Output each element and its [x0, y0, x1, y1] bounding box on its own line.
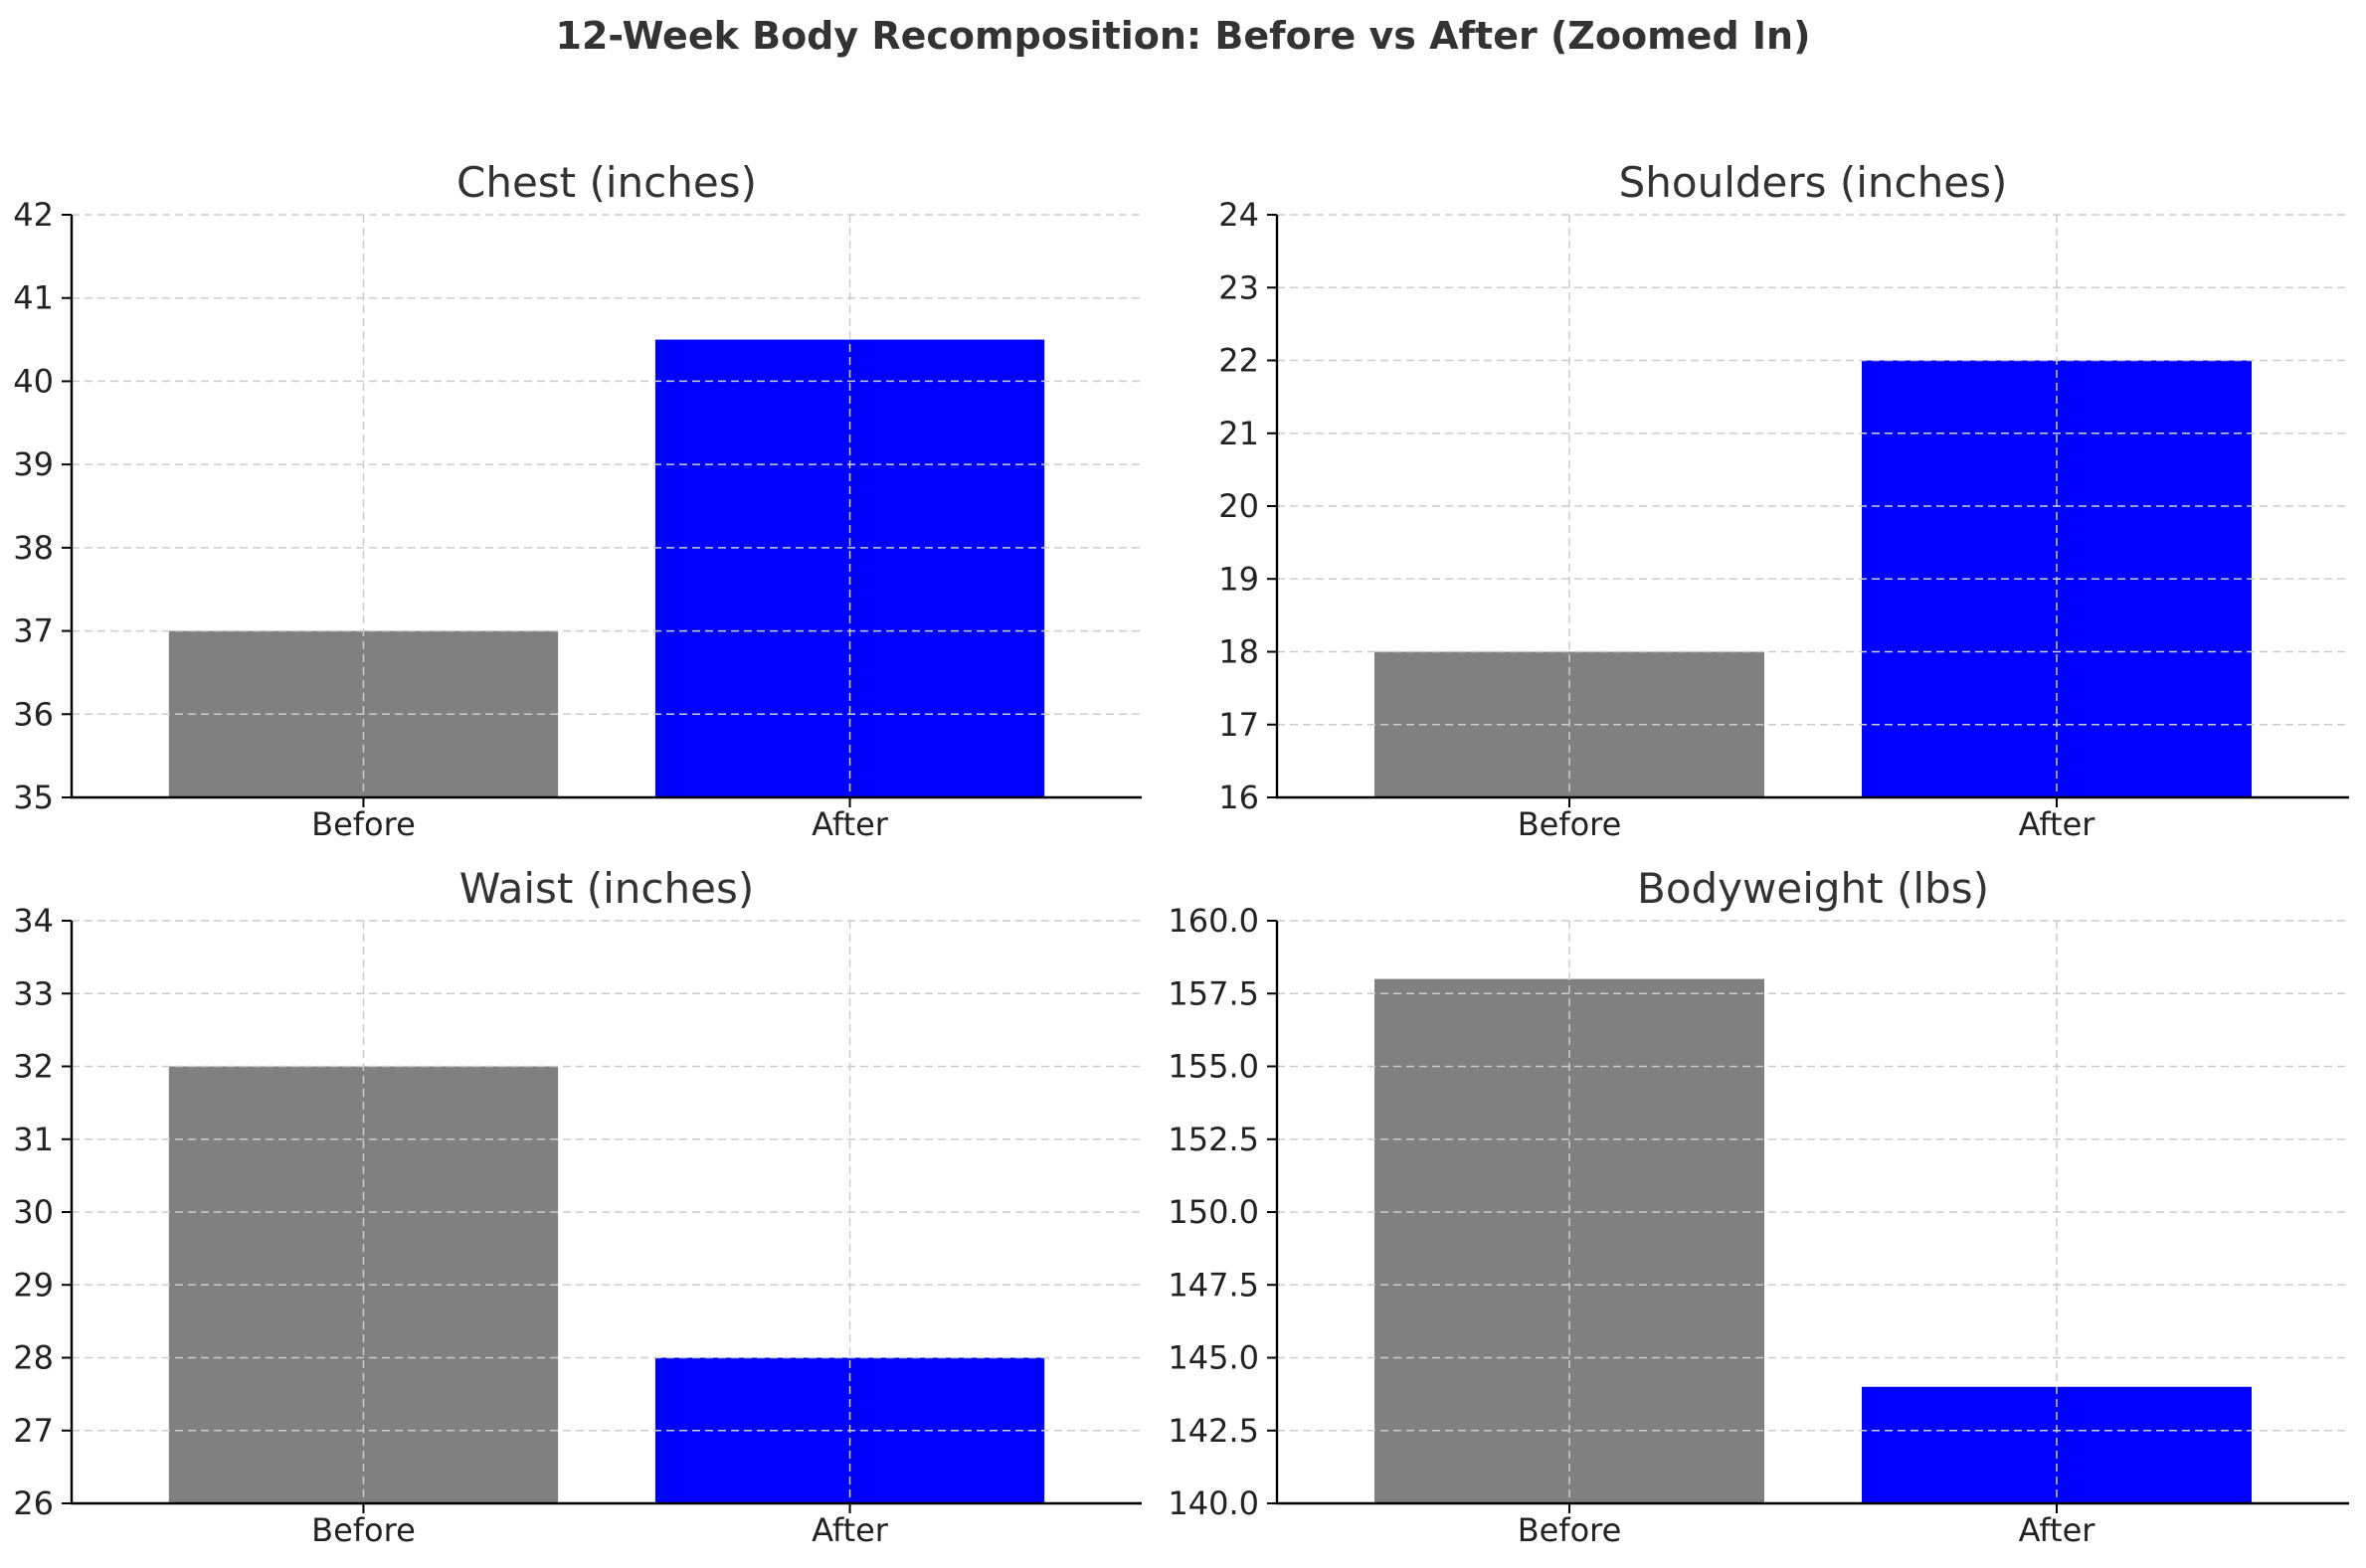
y-tick-label: 35 [13, 779, 54, 816]
x-tick-label: After [2019, 1511, 2096, 1549]
y-tick-label: 157.5 [1168, 974, 1259, 1012]
y-tick-label: 38 [13, 529, 54, 567]
y-tick-label: 147.5 [1168, 1266, 1259, 1304]
panel-1: 35 36 37 38 39 40 41 42 Before After Chest (inches… [13, 158, 1142, 843]
panel-title: Chest (inches) [456, 158, 757, 207]
y-tick-label: 16 [1218, 779, 1259, 816]
y-tick-label: 142.5 [1168, 1412, 1259, 1450]
y-tick-label: 41 [13, 279, 54, 317]
x-tick-label: After [812, 1511, 889, 1549]
figure-title: 12-Week Body Recomposition: Before vs Af… [555, 14, 1811, 58]
y-tick-label: 34 [13, 902, 54, 940]
y-tick-label: 37 [13, 612, 54, 650]
y-tick-label: 32 [13, 1048, 54, 1086]
panel-4: 140.0 142.5 145.0 147.5 150.0 152.5 155.0 157.5… [1168, 864, 2349, 1549]
y-tick-label: 22 [1218, 342, 1259, 380]
panel-title: Waist (inches) [459, 864, 754, 913]
x-tick-label: Before [1518, 1511, 1622, 1549]
panel-title: Shoulders (inches) [1619, 158, 2008, 207]
y-tick-label: 42 [13, 196, 54, 234]
y-tick-label: 29 [13, 1266, 54, 1304]
y-tick-label: 23 [1218, 268, 1259, 306]
y-tick-label: 155.0 [1168, 1048, 1259, 1086]
panel-title: Bodyweight (lbs) [1637, 864, 1989, 913]
y-tick-label: 27 [13, 1412, 54, 1450]
y-tick-label: 40 [13, 362, 54, 400]
y-tick-label: 19 [1218, 560, 1259, 598]
y-tick-label: 31 [13, 1121, 54, 1158]
x-tick-label: Before [1518, 805, 1622, 843]
y-tick-label: 30 [13, 1193, 54, 1231]
x-tick-label: Before [311, 1511, 416, 1549]
y-tick-label: 21 [1218, 415, 1259, 452]
y-tick-label: 36 [13, 695, 54, 733]
y-tick-label: 140.0 [1168, 1484, 1259, 1522]
x-tick-label: After [2019, 805, 2096, 843]
y-tick-label: 150.0 [1168, 1193, 1259, 1231]
y-tick-label: 18 [1218, 633, 1259, 671]
y-tick-label: 28 [13, 1339, 54, 1377]
y-tick-label: 33 [13, 974, 54, 1012]
y-tick-label: 20 [1218, 487, 1259, 525]
y-tick-label: 152.5 [1168, 1121, 1259, 1158]
y-tick-label: 24 [1218, 196, 1259, 234]
y-tick-label: 39 [13, 445, 54, 483]
y-tick-label: 145.0 [1168, 1339, 1259, 1377]
panel-2: 16 17 18 19 20 21 22 23 24 Before After Shoulders (… [1218, 158, 2349, 843]
y-tick-label: 160.0 [1168, 902, 1259, 940]
y-tick-label: 26 [13, 1484, 54, 1522]
panel-3: 26 27 28 29 30 31 32 33 34 Before After Waist (inch… [13, 864, 1142, 1549]
y-tick-label: 17 [1218, 706, 1259, 744]
x-tick-label: Before [311, 805, 416, 843]
x-tick-label: After [812, 805, 889, 843]
